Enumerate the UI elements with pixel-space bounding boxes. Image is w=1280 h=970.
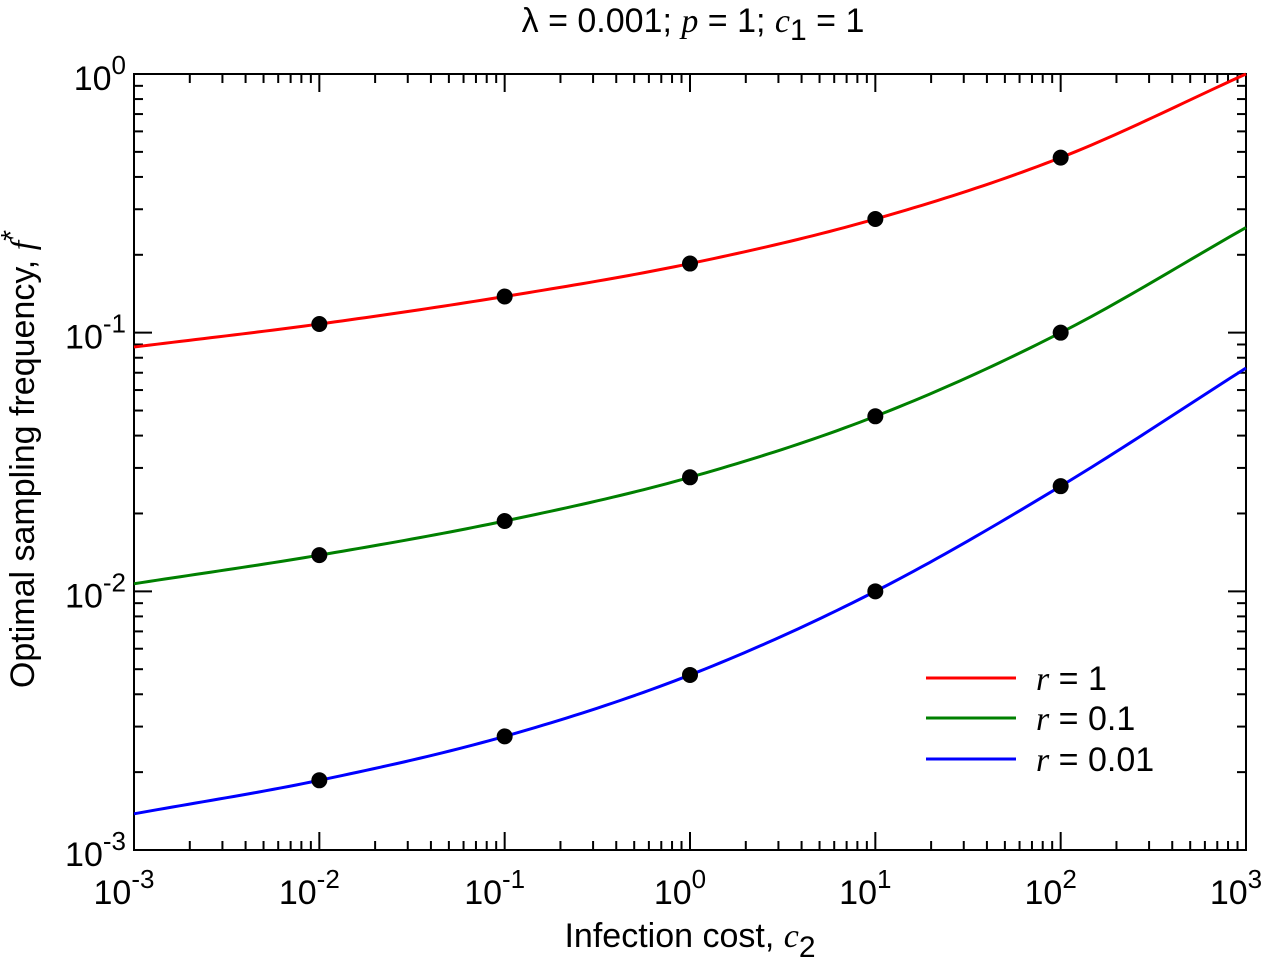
series-markers	[311, 149, 1069, 789]
legend: r = 1r = 0.1r = 0.01	[926, 660, 1154, 779]
y-axis	[134, 84, 1246, 774]
y-axis-label: Optimal sampling frequency, f*	[0, 230, 42, 688]
data-point	[1052, 324, 1069, 341]
data-point	[1052, 478, 1069, 495]
x-tick-label: 10-1	[464, 864, 525, 912]
data-point	[496, 728, 513, 745]
y-tick-label: 10-2	[65, 567, 126, 615]
data-point	[867, 583, 884, 600]
x-tick-label: 101	[839, 864, 891, 912]
chart-title: λ = 0.001; p = 1; c1 = 1	[522, 2, 865, 47]
data-point	[682, 469, 698, 486]
x-tick-label: 102	[1025, 864, 1077, 912]
legend-label-1: r = 0.1	[1036, 700, 1135, 738]
x-tick-label: 10-3	[94, 864, 155, 912]
series-line-0	[133, 72, 1247, 349]
series-line-1	[133, 226, 1247, 586]
x-tick-labels: 10-3 10-2 10-1 100 101 102 103	[94, 864, 1263, 912]
data-point	[311, 772, 328, 789]
data-point	[867, 211, 884, 228]
x-tick-label: 10-2	[279, 864, 340, 912]
y-tick-labels: 10-3 10-2 10-1 100	[65, 50, 126, 874]
y-tick-label: 10-3	[65, 826, 126, 874]
data-point	[1052, 149, 1069, 166]
y-tick-label: 100	[74, 50, 126, 98]
data-point	[682, 255, 698, 272]
data-point	[311, 547, 328, 564]
x-tick-label: 103	[1210, 864, 1262, 912]
legend-label-2: r = 0.01	[1036, 741, 1154, 779]
data-point	[682, 666, 698, 683]
legend-label-0: r = 1	[1036, 660, 1107, 698]
x-tick-label: 100	[654, 864, 706, 912]
x-axis-label: Infection cost, c2	[564, 917, 815, 964]
data-point	[496, 513, 513, 530]
data-point	[311, 316, 328, 333]
data-point	[496, 288, 513, 305]
data-point	[867, 408, 884, 425]
x-axis	[188, 74, 1239, 850]
y-tick-label: 10-1	[65, 309, 126, 357]
